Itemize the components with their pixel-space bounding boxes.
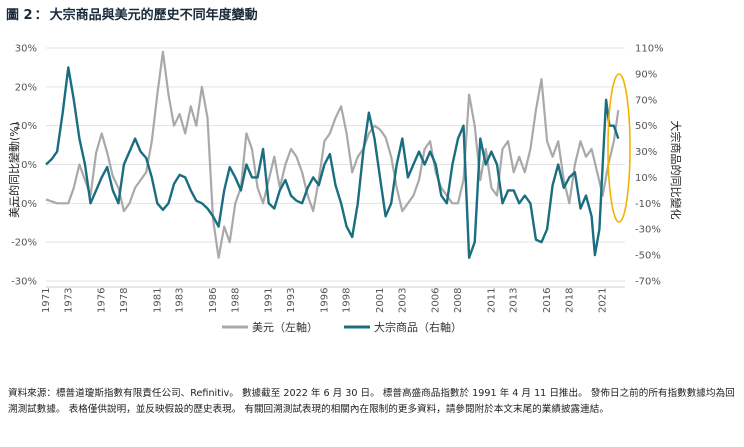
x-tick-label: 2008	[453, 288, 464, 313]
y-axis-left: 30% 20% 10% 0% -10% -20% -30%	[11, 44, 37, 288]
y-left-tick-label: 10%	[15, 121, 37, 132]
chart-title: 圖 2：大宗商品與美元的歷史不同年度變動	[6, 4, 258, 23]
source-footnote: 資料來源：標普道瓊斯指數有限責任公司、Refinitiv。 數據截至 2022 …	[8, 388, 735, 415]
y-right-tick-label: -30%	[635, 225, 661, 236]
y-left-tick-label: 0%	[21, 160, 37, 171]
figure-separator: ：	[34, 8, 48, 23]
x-tick-label: 1991	[264, 288, 275, 313]
x-tick-label: 1986	[208, 288, 219, 313]
y-right-tick-label: -10%	[635, 199, 661, 210]
grid-lines	[46, 47, 625, 282]
y-left-axis-label: 美元的同比變動(%)	[7, 122, 21, 218]
x-tick-label: 1988	[230, 288, 241, 313]
y-right-tick-label: 30%	[635, 147, 657, 158]
y-right-tick-label: 70%	[635, 95, 657, 106]
y-right-tick-label: 110%	[635, 44, 664, 55]
y-left-tick-label: -20%	[11, 238, 37, 249]
chart-canvas: 30% 20% 10% 0% -10% -20% -30% 110% 90% 70% 50% 30%…	[7, 44, 683, 335]
y-left-tick-label: -30%	[11, 277, 37, 288]
y-right-tick-label: -50%	[635, 251, 661, 262]
y-right-axis-label: 大宗商品的同比變化	[669, 121, 683, 220]
y-left-tick-label: 20%	[15, 82, 37, 93]
figure-title: 大宗商品與美元的歷史不同年度變動	[49, 8, 258, 23]
x-tick-label: 1993	[286, 288, 297, 313]
x-tick-label: 2021	[598, 288, 609, 313]
y-left-tick-label: 30%	[15, 44, 37, 55]
figure-label: 圖 2	[6, 8, 33, 23]
x-tick-label: 1971	[41, 288, 52, 313]
x-tick-label: 2011	[486, 288, 497, 313]
highlight-ellipse	[607, 73, 631, 223]
legend-label: 大宗商品（右軸）	[374, 320, 462, 334]
x-tick-label: 1973	[63, 288, 74, 313]
x-tick-label: 1978	[119, 288, 130, 313]
series-line-commodities	[45, 66, 620, 259]
legend: 美元（左軸） 大宗商品（右軸）	[222, 320, 462, 334]
x-tick-label: 1998	[342, 288, 353, 313]
x-tick-label: 2003	[397, 288, 408, 313]
y-right-tick-label: -70%	[635, 277, 661, 288]
x-tick-label: 2001	[375, 288, 386, 313]
x-tick-label: 2006	[431, 288, 442, 313]
x-tick-label: 1976	[97, 288, 108, 313]
y-right-tick-label: 10%	[635, 173, 657, 184]
series-line-usd	[45, 50, 620, 259]
y-axis-right: 110% 90% 70% 50% 30% 10% -10% -30% -50% -70%	[635, 44, 664, 288]
series-lines	[45, 50, 620, 259]
x-tick-label: 1996	[319, 288, 330, 313]
x-tick-label: 2016	[542, 288, 553, 313]
y-right-tick-label: 90%	[635, 69, 657, 80]
x-axis: 1971 1973 1976 1978 1981 1983 1986 1988 1991 1993…	[41, 286, 625, 313]
x-tick-label: 1983	[175, 288, 186, 313]
y-right-tick-label: 50%	[635, 121, 657, 132]
x-tick-label: 2018	[564, 288, 575, 313]
x-tick-label: 2013	[509, 288, 520, 313]
legend-label: 美元（左軸）	[252, 320, 318, 334]
y-left-tick-label: -10%	[11, 199, 37, 210]
x-tick-label: 1981	[152, 288, 163, 313]
